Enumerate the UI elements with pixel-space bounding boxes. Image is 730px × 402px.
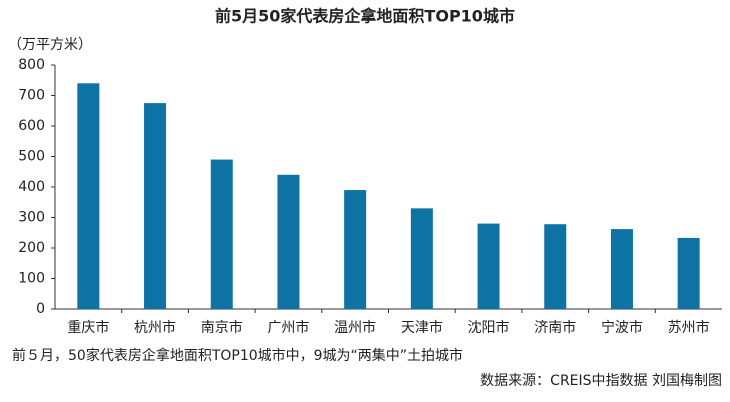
x-tick-label: 济南市 bbox=[534, 319, 576, 336]
bar bbox=[344, 190, 367, 309]
bar bbox=[610, 229, 633, 309]
y-tick-label: 0 bbox=[36, 301, 45, 317]
x-tick-label: 沈阳市 bbox=[468, 319, 510, 336]
bar bbox=[77, 83, 100, 309]
x-tick-label: 天津市 bbox=[401, 319, 443, 336]
y-tick-label: 800 bbox=[18, 57, 45, 73]
note: 前５月，50家代表房企拿地面积TOP10城市中，9城为“两集中”土拍城市 bbox=[12, 347, 463, 364]
x-tick-label: 杭州市 bbox=[134, 319, 176, 336]
y-tick-label: 500 bbox=[18, 149, 45, 165]
y-axis-label: （万平方米） bbox=[8, 37, 92, 53]
x-tick-label: 宁波市 bbox=[601, 319, 643, 336]
bar bbox=[210, 159, 233, 309]
x-tick-label: 苏州市 bbox=[668, 319, 710, 336]
bar bbox=[144, 103, 167, 309]
x-tick-label: 南京市 bbox=[201, 319, 243, 336]
bar bbox=[477, 223, 500, 309]
x-tick-label: 广州市 bbox=[267, 319, 309, 336]
y-tick-label: 700 bbox=[18, 88, 45, 104]
y-tick-label: 300 bbox=[18, 210, 45, 226]
bar bbox=[277, 174, 300, 309]
y-tick-label: 200 bbox=[18, 240, 45, 256]
x-tick-label: 温州市 bbox=[334, 319, 376, 336]
y-tick-label: 100 bbox=[18, 271, 45, 287]
y-tick-label: 600 bbox=[18, 118, 45, 134]
bar bbox=[410, 208, 433, 309]
bar bbox=[544, 224, 567, 309]
chart-title: 前5月50家代表房企拿地面积TOP10城市 bbox=[215, 7, 515, 26]
source: 数据来源：CREIS中指数据 刘国梅制图 bbox=[480, 373, 722, 389]
y-tick-label: 400 bbox=[18, 179, 45, 195]
bar bbox=[677, 237, 700, 309]
x-tick-label: 重庆市 bbox=[67, 319, 109, 336]
